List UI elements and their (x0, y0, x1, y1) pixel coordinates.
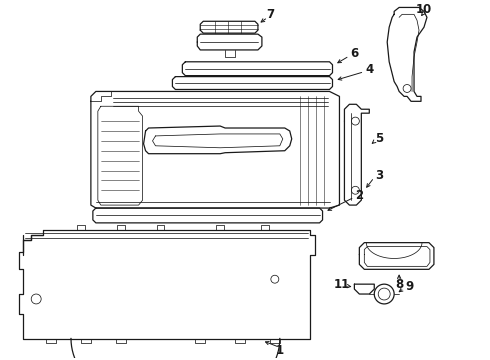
Text: 11: 11 (333, 278, 349, 291)
Text: 5: 5 (375, 132, 383, 145)
Text: 3: 3 (375, 169, 383, 182)
Text: 2: 2 (355, 189, 364, 202)
Text: 10: 10 (416, 3, 432, 16)
Text: 6: 6 (350, 48, 359, 60)
Text: 9: 9 (405, 280, 413, 293)
Text: 7: 7 (266, 8, 274, 21)
Text: 1: 1 (276, 344, 284, 357)
Text: 4: 4 (365, 63, 373, 76)
Text: 8: 8 (395, 278, 403, 291)
